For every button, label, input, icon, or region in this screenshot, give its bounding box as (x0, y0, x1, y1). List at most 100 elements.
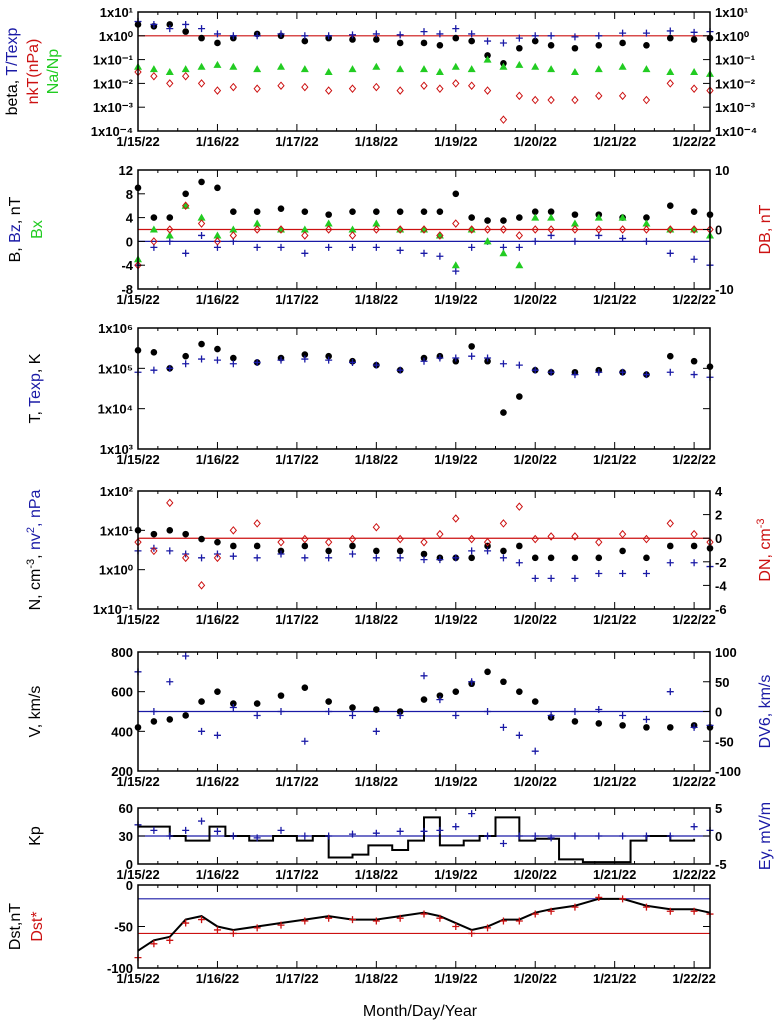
data-point (300, 65, 309, 73)
data-point (547, 95, 555, 105)
data-point (642, 29, 650, 37)
data-point (570, 219, 579, 227)
y-right-tick-label: 1x10¹ (715, 5, 748, 20)
data-point (229, 225, 238, 233)
data-point (166, 527, 174, 534)
data-point (531, 366, 539, 374)
data-point (594, 65, 603, 73)
x-tick-label: 1/19/22 (434, 452, 477, 467)
data-point (396, 39, 404, 47)
data-point (324, 219, 333, 227)
data-point (349, 830, 356, 838)
data-point (619, 711, 627, 719)
data-point (452, 79, 460, 88)
data-point (253, 542, 261, 550)
data-point (595, 893, 603, 901)
series-black-dot (134, 178, 714, 224)
data-point (277, 537, 285, 547)
data-point (213, 30, 221, 38)
data-point (214, 39, 221, 47)
plot-frame (137, 11, 711, 132)
data-point (436, 692, 444, 699)
x-tick-label: 1/21/22 (593, 774, 636, 789)
x-tick-label: 1/18/22 (355, 452, 398, 467)
data-point (372, 917, 380, 925)
data-point (166, 832, 174, 840)
data-point (301, 542, 309, 550)
y-tick-label: 1x10³ (100, 442, 134, 457)
data-point (452, 354, 460, 362)
data-point (349, 550, 356, 558)
data-point (396, 31, 404, 39)
data-point (253, 519, 261, 528)
data-point (595, 41, 603, 49)
x-tick-label: 1/21/22 (593, 452, 636, 467)
y-tick-label: 1x10⁻³ (93, 100, 134, 115)
data-point (452, 267, 460, 275)
data-point (373, 547, 380, 555)
data-point (325, 914, 333, 922)
data-point (468, 81, 476, 90)
y-right-tick-label: -100 (715, 764, 741, 779)
data-point (348, 534, 357, 544)
y-tick-label: 8 (126, 187, 133, 202)
data-point (547, 225, 555, 234)
y-axis-label: Bx (29, 220, 46, 239)
x-tick-label: 1/20/22 (514, 452, 557, 467)
data-point (301, 832, 309, 840)
data-point (214, 184, 221, 192)
data-point (420, 357, 428, 365)
data-point (468, 929, 476, 937)
y-axis-label: B, Bz, nT (7, 196, 24, 262)
series-red-plus (134, 893, 714, 962)
y-tick-label: -8 (121, 282, 133, 297)
x-tick-label: 1/16/22 (196, 134, 239, 149)
data-point (277, 550, 285, 558)
data-point (213, 553, 222, 563)
data-point (690, 823, 698, 831)
y-right-tick-label: 0 (715, 223, 722, 238)
series-blue-plus (134, 544, 714, 582)
data-point (149, 65, 158, 73)
data-point (642, 225, 651, 234)
data-point (531, 32, 539, 40)
data-point (468, 37, 475, 45)
series-red-diamond (134, 201, 714, 270)
data-point (213, 731, 221, 739)
data-point (229, 62, 238, 70)
data-point (666, 249, 674, 257)
data-point (500, 547, 507, 555)
data-point (618, 225, 627, 234)
y-tick-label: 1x10⁶ (98, 321, 133, 336)
data-point (301, 351, 309, 358)
y-tick-label: 1x10⁰ (99, 563, 134, 578)
data-point (325, 832, 333, 840)
data-point (150, 546, 158, 556)
data-point (301, 684, 309, 691)
data-point (182, 652, 190, 660)
data-point (229, 929, 237, 937)
series-line (137, 897, 711, 952)
data-point (198, 535, 205, 543)
data-point (420, 65, 428, 73)
data-point (277, 81, 285, 90)
series-line (138, 816, 696, 864)
data-point (468, 534, 476, 544)
data-point (499, 360, 507, 368)
series-green-triangle (134, 55, 714, 77)
data-point (301, 208, 309, 215)
x-tick-label: 1/22/22 (672, 867, 715, 882)
y-tick-label: 30 (119, 829, 133, 844)
x-tick-label: 1/18/22 (355, 612, 398, 627)
y-right-tick-label: -10 (715, 282, 734, 297)
data-point (150, 708, 158, 715)
data-point (420, 208, 428, 215)
data-point (468, 810, 476, 818)
data-point (213, 231, 222, 239)
data-point (595, 368, 603, 376)
data-point (253, 32, 261, 40)
y-axis-label: N, cm-3, nv2, nPa (25, 489, 44, 610)
x-tick-label: 1/19/22 (434, 612, 477, 627)
data-point (452, 514, 460, 523)
data-point (150, 826, 158, 834)
